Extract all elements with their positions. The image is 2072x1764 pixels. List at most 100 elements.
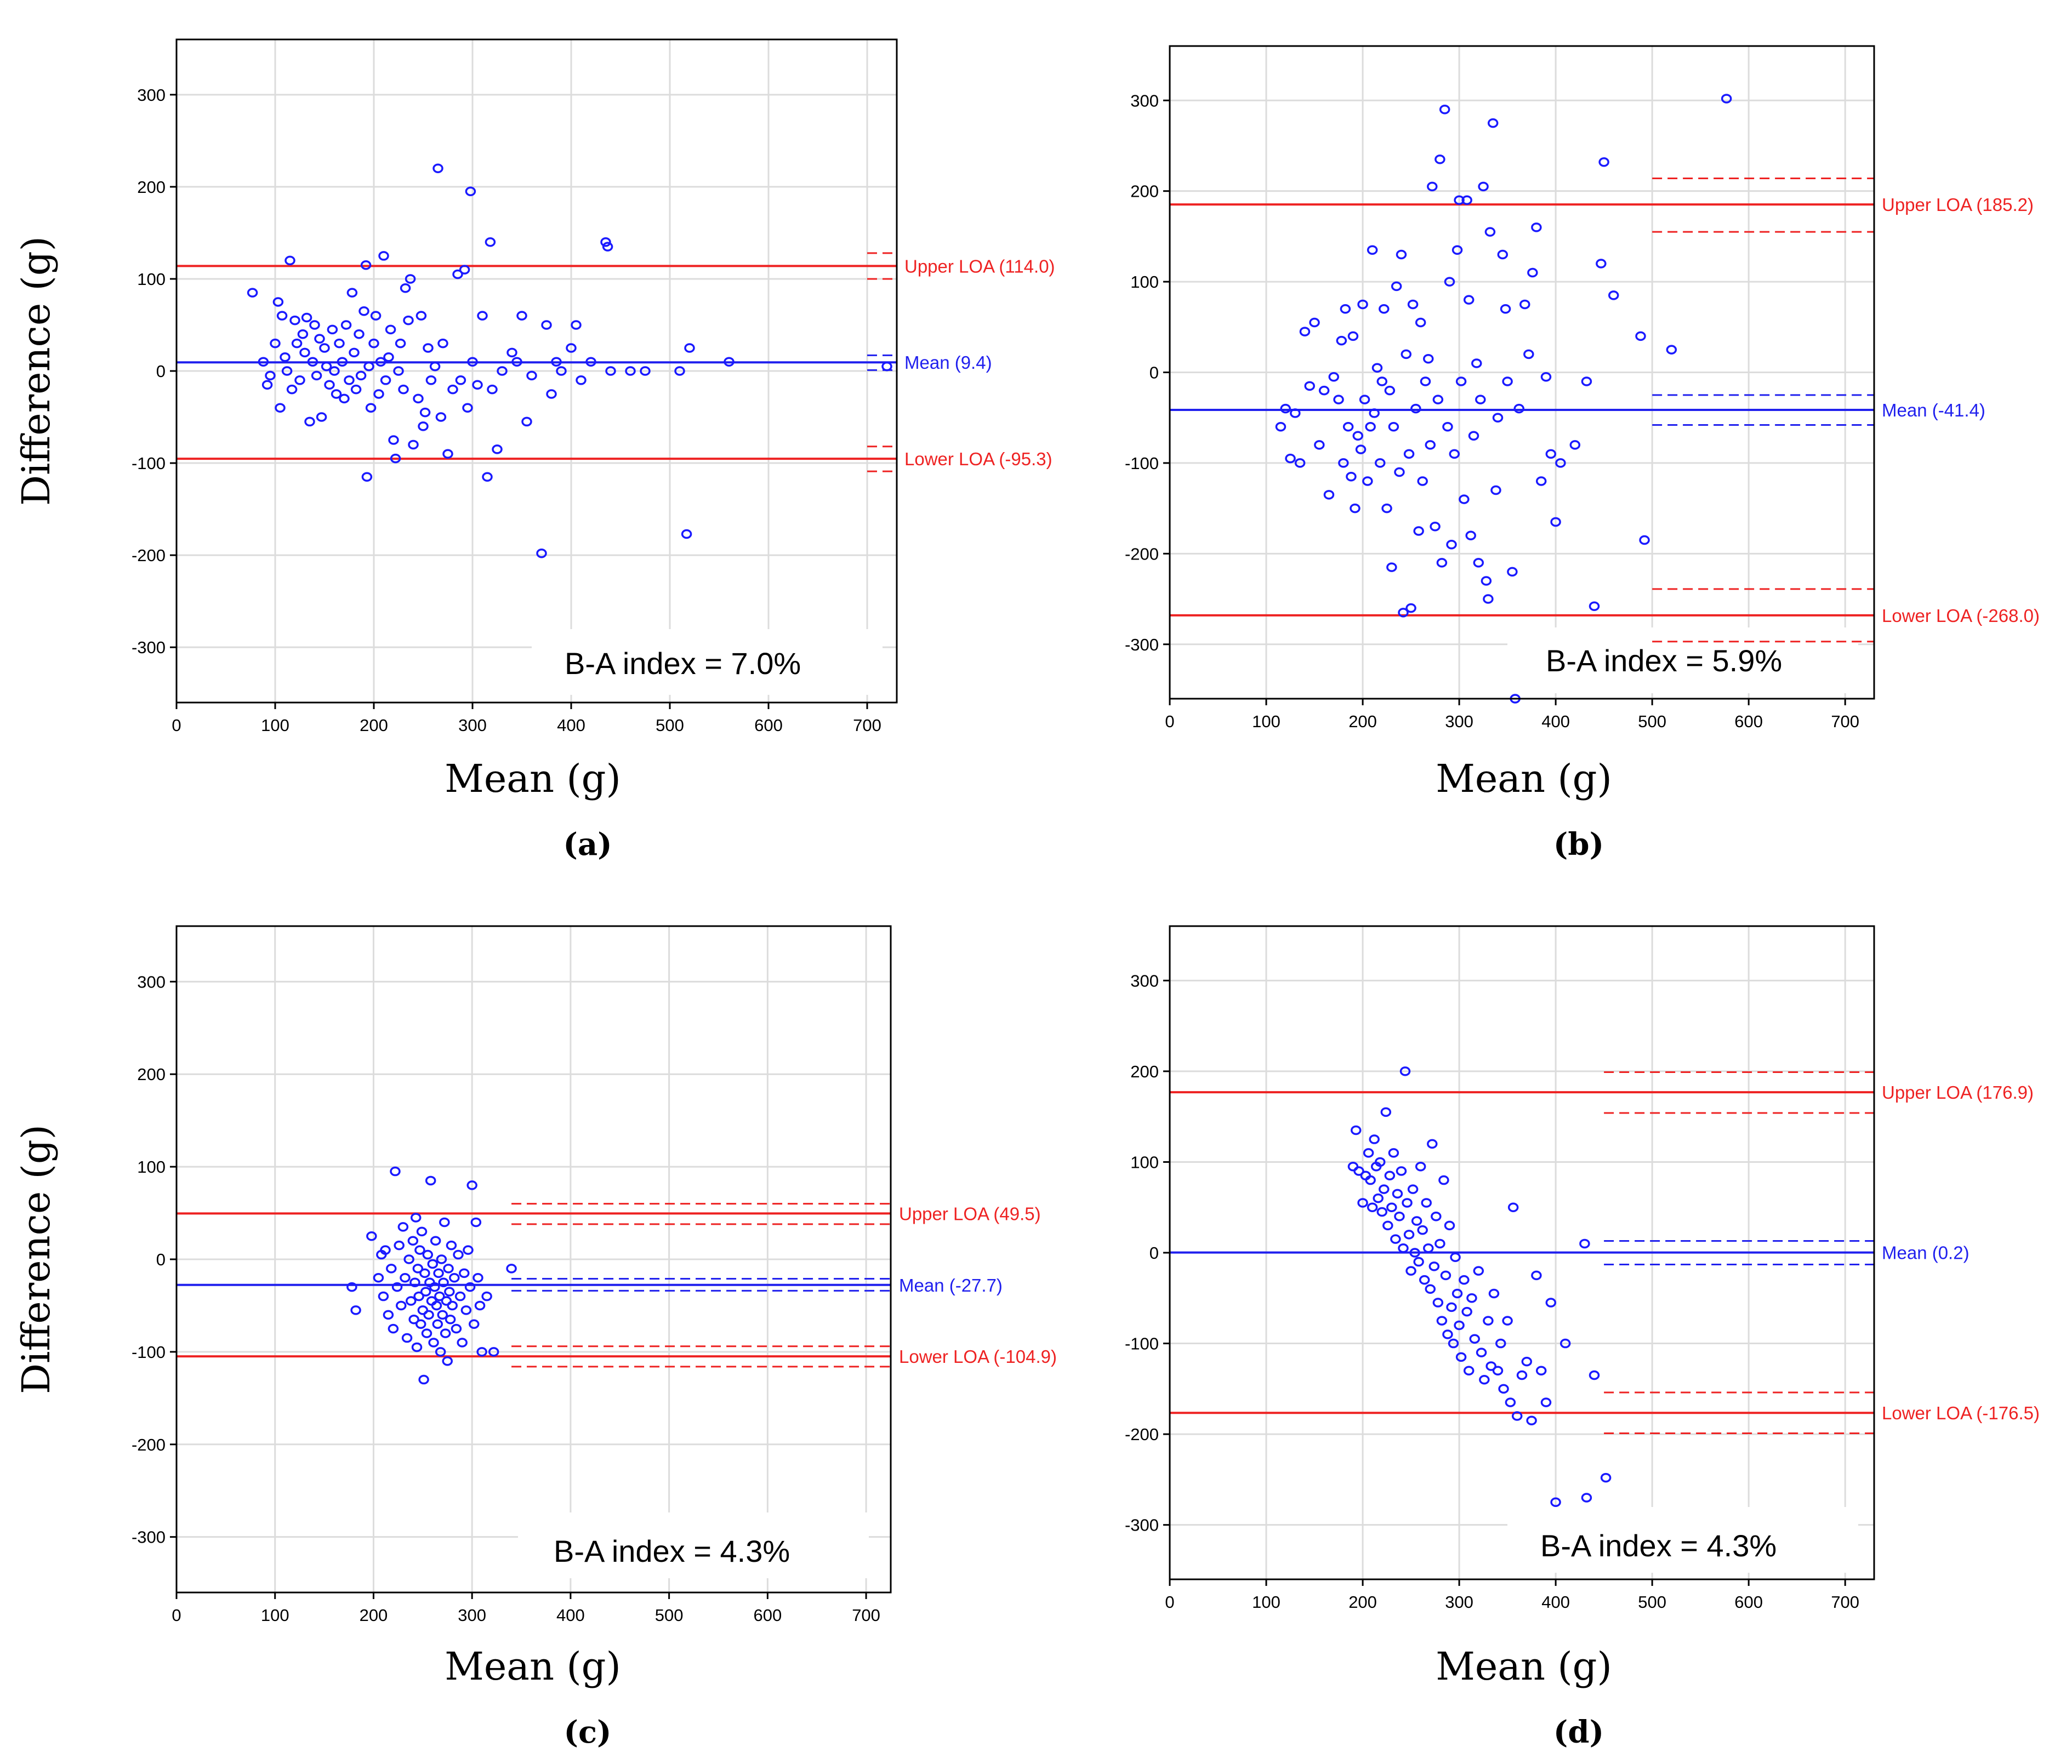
data-point [1483, 1316, 1494, 1326]
data-point [881, 361, 892, 372]
y-tick-label: 0 [156, 362, 166, 381]
y-tick-label: -300 [132, 638, 166, 657]
data-point [1415, 317, 1426, 328]
y-tick-label: 300 [1130, 91, 1159, 110]
data-point [394, 1240, 405, 1251]
data-point [1428, 1261, 1440, 1271]
data-point [463, 1245, 474, 1255]
x-axis-title: Mean (g) [1436, 1644, 1612, 1689]
data-point [1446, 1302, 1457, 1312]
data-point [334, 338, 345, 349]
data-point [1500, 304, 1511, 314]
data-point [1478, 181, 1489, 192]
data-point [1309, 317, 1320, 328]
mean-label: Mean (-41.4) [1882, 400, 1985, 420]
data-point [316, 412, 327, 422]
ba-index-label: B-A index = 4.3% [554, 1534, 790, 1568]
y-tick-label: -200 [132, 546, 166, 565]
data-point [1411, 1216, 1422, 1226]
data-point [442, 1356, 453, 1366]
data-point [1487, 118, 1499, 128]
upper-loa-label: Upper LOA (185.2) [1882, 195, 2034, 215]
data-point [368, 338, 379, 349]
x-axis-title: Mean (g) [1436, 756, 1612, 801]
data-point [600, 237, 611, 247]
data-point [265, 370, 276, 381]
panel-label: (a) [563, 826, 612, 863]
data-point [1386, 1202, 1397, 1212]
data-point [1463, 295, 1475, 305]
data-point [1402, 1198, 1413, 1208]
data-point [429, 1282, 440, 1292]
x-tick-label: 600 [1734, 712, 1763, 731]
data-point [270, 338, 281, 349]
data-point [1435, 1238, 1445, 1249]
data-point [449, 1273, 460, 1283]
data-point [413, 393, 424, 404]
data-point [1353, 1166, 1364, 1176]
data-point [337, 357, 348, 367]
data-point [467, 357, 478, 367]
data-point [307, 357, 318, 367]
data-point [432, 163, 443, 174]
data-point [602, 242, 613, 252]
data-point [414, 1245, 425, 1255]
data-point [516, 311, 527, 321]
data-point [247, 288, 258, 298]
data-point [428, 1338, 439, 1348]
data-point [526, 370, 537, 381]
x-tick-label: 200 [1348, 712, 1377, 731]
data-point [405, 1296, 417, 1306]
data-point [1545, 449, 1557, 459]
y-tick-label: 100 [1130, 1152, 1159, 1172]
data-point [1323, 490, 1335, 500]
data-point [438, 1277, 449, 1287]
data-point [1465, 530, 1476, 540]
data-point [571, 320, 582, 330]
mean-label: Mean (0.2) [1882, 1243, 1969, 1263]
data-point [423, 1310, 434, 1320]
data-point [1471, 358, 1482, 368]
data-point [1430, 521, 1441, 532]
data-point [429, 361, 441, 372]
data-point [425, 1175, 436, 1186]
data-point [1666, 345, 1677, 355]
data-point [370, 311, 382, 321]
data-point [452, 269, 463, 279]
data-point [1481, 576, 1492, 586]
data-point [1350, 1125, 1362, 1135]
y-tick-label: -300 [132, 1528, 166, 1547]
data-point [1540, 372, 1552, 382]
data-point [1589, 601, 1600, 612]
data-point [1388, 422, 1399, 432]
data-point [1394, 467, 1405, 477]
y-tick-label: -200 [1125, 544, 1159, 563]
data-point [488, 1347, 499, 1357]
x-tick-label: 700 [1831, 712, 1859, 731]
data-point [1451, 245, 1463, 255]
data-point [442, 449, 453, 459]
data-point [355, 370, 367, 381]
data-point [396, 1300, 407, 1311]
data-point [284, 255, 295, 266]
data-point [556, 366, 567, 376]
data-point [390, 1166, 401, 1177]
panel-d: Upper LOA (176.9) Mean (0.2) Lower LOA (-1… [1125, 925, 2040, 1750]
data-point [1513, 403, 1524, 414]
y-tick-label: 100 [137, 270, 166, 289]
panel-a: Upper LOA (114.0) Mean (9.4) Lower LOA (-9… [14, 38, 1055, 863]
data-point [443, 1264, 454, 1274]
data-point [1403, 449, 1415, 459]
data-point [1484, 227, 1496, 237]
data-point [403, 315, 414, 326]
data-point [339, 393, 350, 404]
y-axis-title: Difference (g) [14, 236, 59, 506]
data-point [1328, 372, 1339, 382]
data-point [1451, 1288, 1463, 1299]
data-point [1346, 471, 1357, 482]
data-point [294, 375, 305, 385]
data-point [1521, 1356, 1533, 1367]
x-tick-label: 500 [655, 1606, 684, 1625]
ba-index-box [518, 1512, 869, 1578]
